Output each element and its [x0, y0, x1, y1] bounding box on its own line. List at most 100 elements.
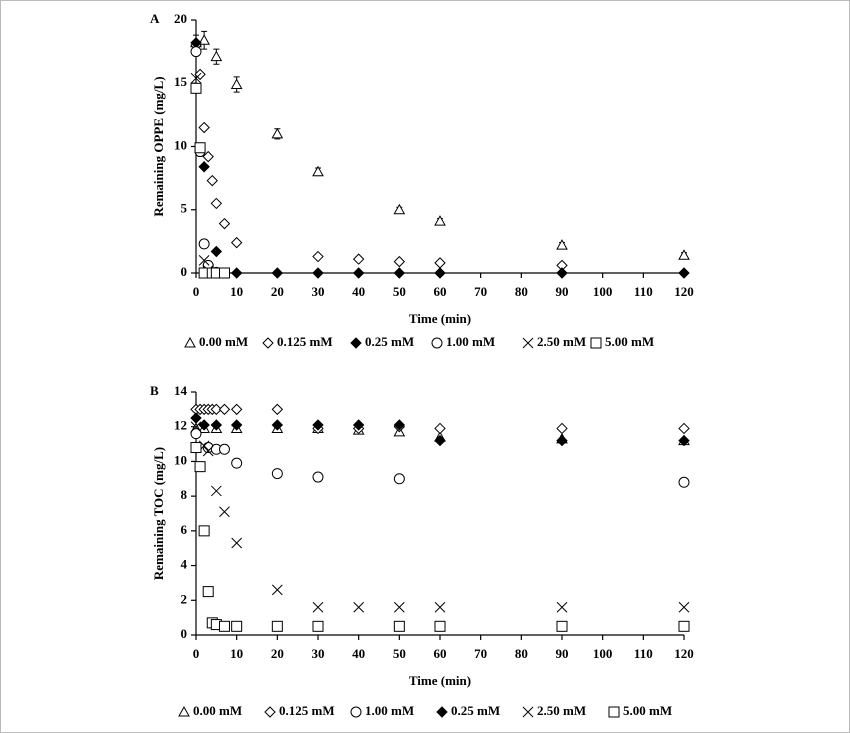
marker-square: [312, 620, 324, 632]
legend-label: 0.00 mM: [199, 334, 248, 349]
marker-diamond: [312, 419, 324, 431]
marker-diamond: [210, 197, 223, 210]
marker-diamond: [271, 419, 284, 431]
marker-diamond: [264, 706, 276, 718]
marker-diamond: [230, 403, 243, 416]
marker-square: [194, 142, 206, 154]
marker-diamond: [393, 419, 406, 431]
marker-triangle: [210, 50, 223, 62]
marker-square: [218, 620, 230, 632]
y-tick-label: 14: [174, 383, 188, 398]
marker-circle: [431, 337, 443, 349]
panel-label: B: [150, 383, 159, 398]
marker-cross: [312, 601, 324, 613]
x-tick-label: 80: [515, 284, 528, 299]
marker-diamond: [271, 403, 284, 416]
marker-circle: [271, 468, 283, 480]
marker-cross: [522, 337, 534, 349]
panel-label: A: [150, 11, 160, 26]
marker-circle: [350, 706, 362, 718]
x-tick-label: 90: [556, 646, 569, 661]
marker-diamond: [556, 434, 568, 447]
x-tick-label: 20: [271, 284, 284, 299]
marker-triangle: [678, 249, 690, 260]
marker-square: [190, 442, 202, 454]
x-tick-label: 110: [634, 646, 653, 661]
marker-triangle: [312, 165, 324, 177]
marker-circle: [393, 473, 405, 485]
marker-triangle: [230, 78, 243, 90]
marker-cross: [678, 601, 690, 613]
legend-label: 1.00 mM: [446, 334, 495, 349]
marker-circle: [198, 238, 210, 250]
y-tick-label: 15: [174, 74, 188, 89]
marker-diamond: [230, 267, 243, 279]
legend-label: 0.125 mM: [277, 334, 333, 349]
x-tick-label: 40: [352, 284, 365, 299]
marker-cross: [271, 584, 283, 596]
y-tick-label: 10: [174, 137, 187, 152]
x-tick-label: 20: [271, 646, 284, 661]
marker-diamond: [262, 337, 274, 349]
marker-cross: [393, 601, 405, 613]
marker-circle: [218, 443, 230, 455]
marker-cross: [353, 601, 365, 613]
marker-triangle: [556, 239, 568, 250]
marker-diamond: [271, 267, 284, 279]
marker-triangle: [178, 705, 190, 717]
marker-circle: [678, 476, 690, 488]
marker-diamond: [434, 434, 446, 447]
y-tick-label: 8: [181, 487, 188, 502]
marker-circle: [190, 46, 202, 58]
y-tick-label: 0: [181, 626, 188, 641]
marker-diamond: [198, 161, 210, 173]
y-tick-label: 5: [181, 201, 188, 216]
marker-diamond: [206, 174, 218, 187]
marker-diamond: [312, 250, 324, 263]
x-tick-label: 0: [193, 284, 200, 299]
x-axis-label: Time (min): [409, 311, 471, 326]
marker-diamond: [393, 267, 406, 279]
marker-square: [556, 620, 568, 632]
marker-circle: [231, 457, 243, 469]
x-axis-label: Time (min): [409, 673, 471, 688]
x-tick-label: 60: [434, 646, 447, 661]
y-tick-label: 2: [181, 591, 188, 606]
marker-diamond: [352, 419, 365, 431]
marker-diamond: [350, 337, 362, 349]
marker-diamond: [190, 412, 202, 424]
y-axis-label: Remaining OPPE (mg/L): [151, 76, 166, 216]
x-tick-label: 70: [474, 284, 487, 299]
y-tick-label: 20: [174, 11, 187, 26]
marker-square: [271, 620, 283, 632]
marker-cross: [190, 72, 202, 84]
x-tick-label: 100: [593, 646, 613, 661]
marker-diamond: [230, 236, 243, 249]
marker-diamond: [352, 253, 365, 265]
marker-circle: [190, 428, 202, 440]
marker-square: [434, 620, 446, 632]
legend-label: 2.50 mM: [537, 334, 586, 349]
legend-label: 0.125 mM: [279, 703, 335, 718]
x-tick-label: 110: [634, 284, 653, 299]
marker-triangle: [198, 34, 210, 45]
marker-diamond: [352, 267, 365, 279]
marker-triangle: [184, 336, 196, 348]
marker-cross: [210, 485, 222, 497]
x-tick-label: 120: [674, 646, 694, 661]
marker-cross: [522, 706, 534, 718]
x-tick-label: 0: [193, 646, 200, 661]
x-tick-label: 10: [230, 284, 243, 299]
y-tick-label: 0: [181, 264, 188, 279]
marker-diamond: [678, 267, 690, 279]
x-tick-label: 60: [434, 284, 447, 299]
marker-square: [678, 620, 690, 632]
marker-diamond: [198, 419, 210, 431]
marker-diamond: [210, 403, 223, 416]
marker-cross: [190, 421, 202, 433]
x-tick-label: 30: [312, 284, 325, 299]
x-tick-label: 70: [474, 646, 487, 661]
y-tick-label: 12: [174, 418, 187, 433]
marker-triangle: [271, 127, 284, 139]
